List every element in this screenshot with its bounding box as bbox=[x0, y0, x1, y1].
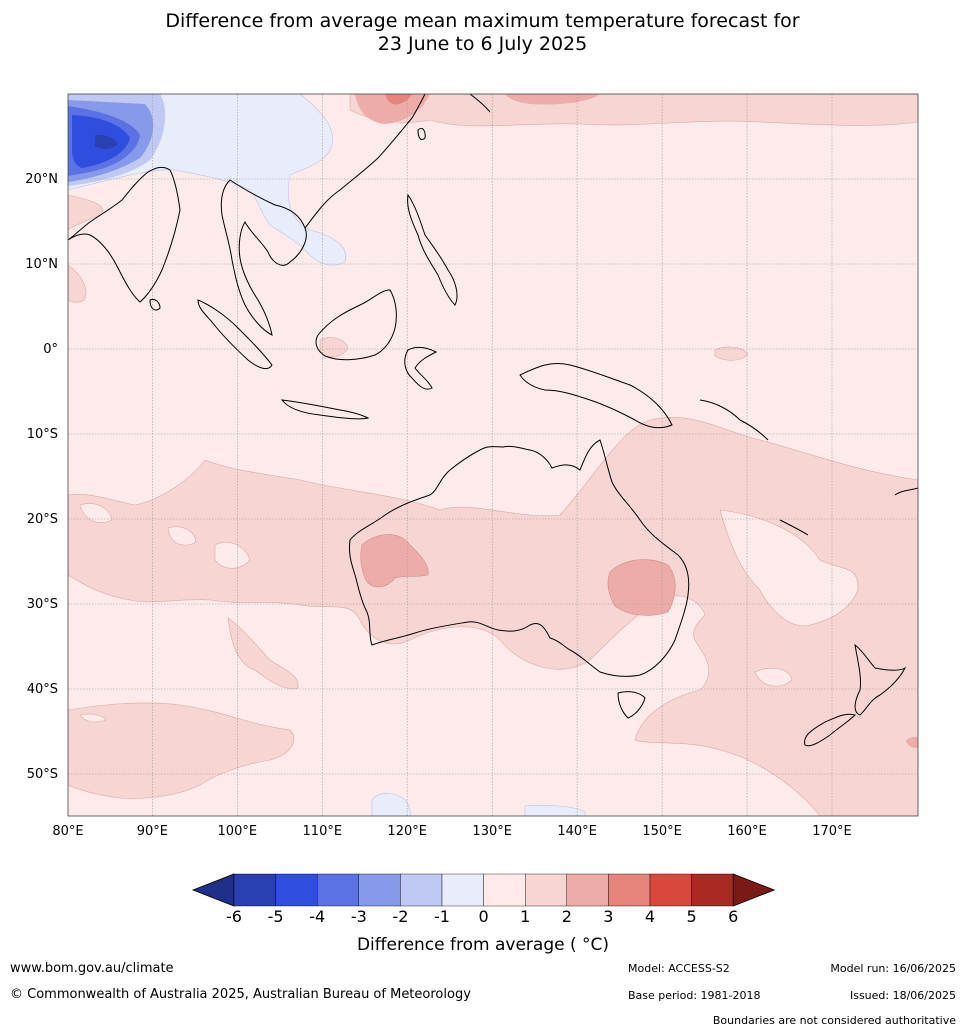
lat-label: 40°S bbox=[27, 682, 58, 697]
boundary-disclaimer: Boundaries are not considered authoritat… bbox=[712, 1014, 956, 1027]
colorbar-tick-label: 2 bbox=[562, 907, 572, 926]
model-name: Model: ACCESS-S2 bbox=[628, 962, 730, 975]
anomaly-field bbox=[68, 94, 918, 816]
map-frame bbox=[67, 93, 919, 817]
colorbar-bin bbox=[233, 873, 276, 907]
colorbar-tick-label: 6 bbox=[728, 907, 738, 926]
colorbar-tick-label: -2 bbox=[392, 907, 408, 926]
lat-label: 30°S bbox=[27, 597, 58, 612]
lat-label: 10°N bbox=[25, 257, 58, 272]
lon-label: 80°E bbox=[52, 824, 83, 839]
coastlines bbox=[68, 94, 918, 747]
lon-label: 140°E bbox=[557, 824, 597, 839]
lon-label: 150°E bbox=[642, 824, 682, 839]
graticule bbox=[68, 94, 918, 816]
colorbar-tick-label: -4 bbox=[309, 907, 325, 926]
colorbar-bin bbox=[358, 873, 401, 907]
colorbar-tick-label: -6 bbox=[226, 907, 242, 926]
colorbar-bin bbox=[691, 873, 734, 907]
lat-label: 50°S bbox=[27, 767, 58, 782]
colorbar-extend-high bbox=[732, 873, 776, 907]
colorbar-tick-label: -5 bbox=[268, 907, 284, 926]
colorbar-tick-label: 5 bbox=[687, 907, 697, 926]
colorbar-tick-label: 1 bbox=[520, 907, 530, 926]
lat-label: 20°S bbox=[27, 512, 58, 527]
colorbar-extend-low bbox=[191, 873, 235, 907]
lon-label: 110°E bbox=[303, 824, 343, 839]
colorbar-bin bbox=[441, 873, 484, 907]
colorbar-tick-label: -3 bbox=[351, 907, 367, 926]
lat-label: 20°N bbox=[25, 172, 58, 187]
lat-label: 10°S bbox=[27, 427, 58, 442]
colorbar-tick-label: -1 bbox=[434, 907, 450, 926]
map-title: Difference from average mean maximum tem… bbox=[0, 10, 965, 56]
lon-label: 100°E bbox=[218, 824, 258, 839]
colorbar-bin bbox=[317, 873, 360, 907]
colorbar-ticks: -6 -5 -4 -3 -2 -1 0 1 2 3 4 5 6 bbox=[226, 907, 738, 926]
colorbar bbox=[191, 873, 776, 907]
colorbar-bin bbox=[608, 873, 651, 907]
base-period: Base period: 1981-2018 bbox=[628, 989, 761, 1002]
lon-label: 130°E bbox=[472, 824, 512, 839]
colorbar-bin bbox=[275, 873, 318, 907]
colorbar-tick-label: 0 bbox=[479, 907, 489, 926]
title-line-2: 23 June to 6 July 2025 bbox=[377, 33, 588, 55]
colorbar-tick-label: 4 bbox=[645, 907, 655, 926]
lat-label: 0° bbox=[43, 342, 58, 357]
colorbar-bin bbox=[483, 873, 526, 907]
latitude-labels: 20°N 10°N 0° 10°S 20°S 30°S 40°S 50°S bbox=[25, 172, 58, 782]
model-run-date: Model run: 16/06/2025 bbox=[830, 962, 956, 975]
colorbar-label: Difference from average ( °C) bbox=[357, 935, 609, 955]
website-link[interactable]: www.bom.gov.au/climate bbox=[10, 961, 174, 976]
colorbar-bin bbox=[649, 873, 692, 907]
title-line-1: Difference from average mean maximum tem… bbox=[165, 10, 800, 32]
lon-label: 120°E bbox=[387, 824, 427, 839]
lon-label: 160°E bbox=[727, 824, 767, 839]
copyright-text: © Commonwealth of Australia 2025, Austra… bbox=[10, 987, 471, 1002]
colorbar-bin bbox=[525, 873, 568, 907]
issued-date: Issued: 18/06/2025 bbox=[849, 989, 956, 1002]
colorbar-bin bbox=[400, 873, 443, 907]
lon-label: 170°E bbox=[812, 824, 852, 839]
lon-label: 90°E bbox=[137, 824, 168, 839]
colorbar-bin bbox=[566, 873, 609, 907]
colorbar-tick-label: 3 bbox=[603, 907, 613, 926]
longitude-labels: 80°E 90°E 100°E 110°E 120°E 130°E 140°E … bbox=[52, 824, 851, 839]
